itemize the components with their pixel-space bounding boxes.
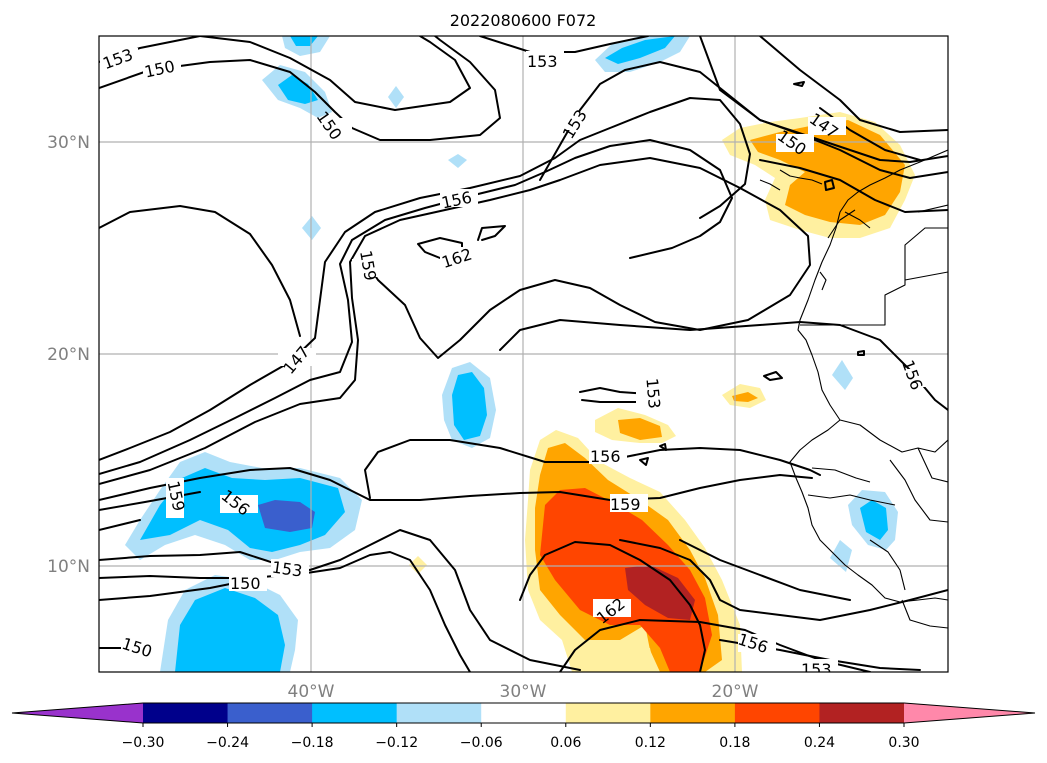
colorbar-swatch <box>227 703 313 723</box>
shade-blue-light-africa2 <box>832 360 853 390</box>
colorbar-tick-label: −0.06 <box>460 735 503 751</box>
colorbar-tick-label: −0.18 <box>291 735 334 751</box>
colorbar-tick-label: −0.12 <box>375 735 418 751</box>
latitude-labels: 30°N 20°N 10°N <box>47 133 90 577</box>
coastlines <box>759 149 948 629</box>
lon-label-20w: 20°W <box>712 682 759 702</box>
colorbar-swatch <box>650 703 736 723</box>
colorbar-tick-label: 0.24 <box>804 735 835 751</box>
map-title: 2022080600 F072 <box>450 11 597 30</box>
contour-label: 156 <box>590 447 621 466</box>
colorbar-swatch <box>819 703 905 723</box>
colorbar-tick-label: 0.12 <box>635 735 666 751</box>
colorbar-tick-label: 0.18 <box>719 735 750 751</box>
colorbar-swatch <box>565 703 651 723</box>
contour-label: 153 <box>642 377 664 409</box>
colorbar-tick-label: −0.24 <box>206 735 249 751</box>
colorbar-swatch <box>312 703 398 723</box>
colorbar-tick-label: 0.30 <box>888 735 919 751</box>
lat-label-10n: 10°N <box>47 557 90 577</box>
shade-yellow-south-gap <box>612 648 655 672</box>
map-frame <box>98 35 949 673</box>
colorbar-swatch <box>396 703 482 723</box>
longitude-labels: 40°W 30°W 20°W <box>288 682 759 702</box>
shade-blue-light-small3 <box>448 154 467 168</box>
shade-blue-light-small1 <box>388 86 404 108</box>
colorbar-swatch <box>143 703 229 723</box>
shade-blue-center <box>452 372 487 440</box>
shade-redorange-south <box>540 488 712 672</box>
contour-label: 159 <box>610 495 641 514</box>
colorbar-swatch <box>734 703 820 723</box>
shade-blue-sw <box>175 588 285 672</box>
contour-label: 153 <box>271 558 304 581</box>
shade-blue-africa <box>860 500 888 540</box>
shade-orange-mid <box>618 418 662 440</box>
shade-blue-north3 <box>605 36 675 64</box>
contour-label: 153 <box>801 660 832 679</box>
lat-label-20n: 20°N <box>47 345 90 365</box>
lon-label-30w: 30°W <box>500 682 547 702</box>
map-panel: 153 150 153 153 150 147 150 156 162 159 … <box>99 36 948 679</box>
contour-label: 150 <box>230 574 261 593</box>
lon-label-40w: 40°W <box>288 682 335 702</box>
colorbar-tick-label: −0.30 <box>122 735 165 751</box>
colorbar-swatch <box>481 703 567 723</box>
colorbar: −0.30 −0.24 −0.18 −0.12 −0.06 0.06 0.12 0.18 0.2… <box>11 702 1036 751</box>
shade-blue-north1 <box>278 75 318 104</box>
shade-royal-blue-west <box>258 500 315 532</box>
colorbar-tick-label: 0.06 <box>550 735 581 751</box>
shade-darkred-south <box>625 565 695 620</box>
shade-orange-small1 <box>732 392 758 402</box>
shade-yellow-small2 <box>409 556 427 574</box>
lat-label-30n: 30°N <box>47 133 90 153</box>
shade-blue-light-africa3 <box>830 540 852 572</box>
negative-shading <box>125 36 898 672</box>
colorbar-extend-high <box>904 703 1035 723</box>
contour-label: 153 <box>527 52 558 71</box>
colorbar-extend-low <box>12 703 143 723</box>
